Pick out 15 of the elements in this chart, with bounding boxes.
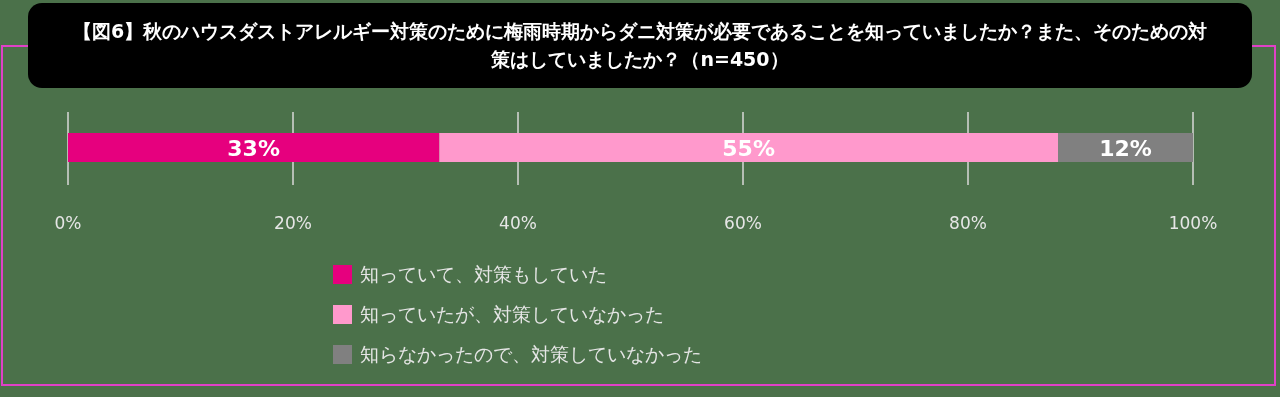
x-tick-label: 0% bbox=[54, 213, 82, 233]
data-label: 55% bbox=[722, 135, 775, 161]
x-tick-label: 40% bbox=[499, 213, 537, 233]
x-tick-label: 20% bbox=[274, 213, 312, 233]
bar bbox=[68, 133, 440, 162]
bar bbox=[439, 133, 1058, 162]
data-label: 12% bbox=[1099, 135, 1152, 161]
chart-title: 【図6】秋のハウスダストアレルギー対策のために梅雨時期からダニ対策が必要であることを知っていましたか？また、そのための対策はしていましたか？（n=450） bbox=[72, 20, 1208, 70]
x-tick-label: 80% bbox=[949, 213, 987, 233]
legend-label: 知っていて、対策もしていた bbox=[360, 263, 607, 285]
legend-label: 知らなかったので、対策していなかった bbox=[360, 343, 702, 365]
legend-label: 知っていたが、対策していなかった bbox=[360, 303, 664, 325]
x-tick-label: 60% bbox=[724, 213, 762, 233]
data-label: 33% bbox=[227, 135, 280, 161]
x-tick-label: 100% bbox=[1168, 213, 1218, 233]
